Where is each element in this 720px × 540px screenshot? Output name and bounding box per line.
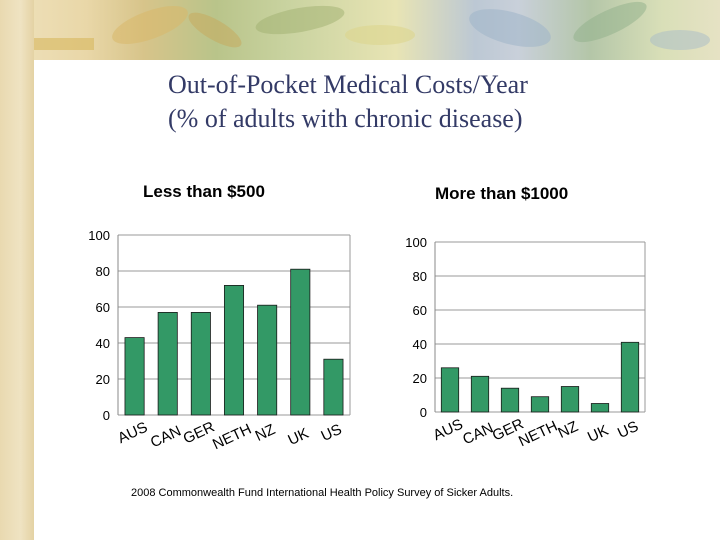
y-tick-label: 40 [96, 336, 110, 351]
bar-aus [440, 367, 460, 413]
x-category-label: NETH [516, 418, 560, 451]
x-category-label: US [318, 421, 344, 445]
bar-ger [500, 387, 520, 413]
y-tick-label: 0 [103, 408, 110, 423]
bar-us [323, 358, 344, 416]
chart-left-title: Less than $500 [143, 182, 265, 201]
y-tick-label: 60 [96, 300, 110, 315]
x-category-label: US [615, 418, 641, 442]
bar-can [470, 375, 490, 413]
slide-title: Out-of-Pocket Medical Costs/Year (% of a… [168, 68, 688, 136]
bar-ger [190, 312, 211, 416]
decorative-side-strip [0, 0, 34, 540]
leaf-decoration [24, 1, 710, 50]
bar-aus [124, 337, 145, 416]
y-tick-label: 20 [96, 372, 110, 387]
slide-title-line1: Out-of-Pocket Medical Costs/Year [168, 70, 528, 99]
y-tick-label: 0 [420, 405, 427, 420]
bar-uk [290, 268, 311, 416]
bar-uk [590, 403, 610, 413]
bar-can [157, 312, 178, 416]
y-tick-label: 60 [413, 303, 427, 318]
bar-us [620, 341, 640, 413]
bar-neth [530, 396, 550, 413]
x-category-label: CAN [460, 420, 496, 449]
y-tick-label: 20 [413, 371, 427, 386]
chart-right-title: More than $1000 [435, 184, 569, 203]
y-tick-label: 80 [96, 264, 110, 279]
x-category-label: CAN [148, 423, 184, 452]
x-category-label: NZ [253, 421, 278, 445]
x-category-label: AUS [115, 419, 150, 447]
x-category-label: NZ [555, 418, 580, 442]
source-note: 2008 Commonwealth Fund International Hea… [131, 487, 514, 499]
slide-title-line2: (% of adults with chronic disease) [168, 104, 523, 133]
bar-nz [257, 304, 278, 416]
x-category-label: UK [285, 425, 311, 449]
y-tick-label: 100 [88, 228, 110, 243]
bar-nz [560, 386, 580, 413]
y-tick-label: 100 [405, 235, 427, 250]
slide-content-area [34, 60, 720, 540]
y-tick-label: 40 [413, 337, 427, 352]
y-tick-label: 80 [413, 269, 427, 284]
bar-neth [223, 285, 245, 416]
x-category-label: AUS [431, 416, 466, 444]
x-category-label: NETH [210, 421, 254, 454]
x-category-label: UK [585, 422, 611, 446]
